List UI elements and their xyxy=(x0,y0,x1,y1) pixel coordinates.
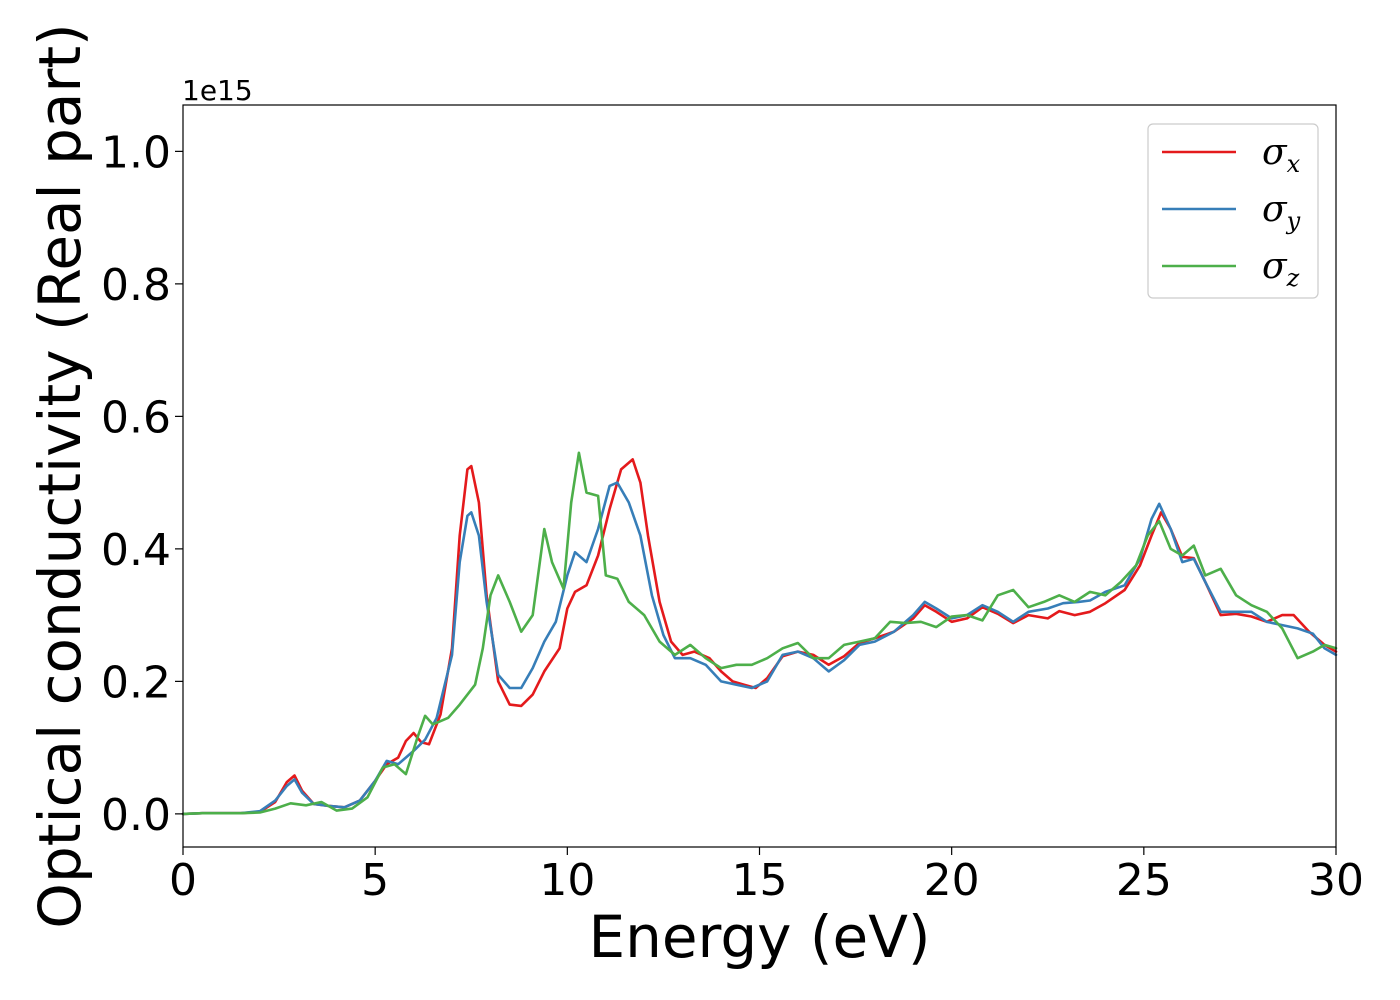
x-tick-label: 10 xyxy=(539,855,595,906)
y-tick-label: 0.4 xyxy=(101,525,171,576)
y-tick-label: 0.8 xyxy=(101,260,171,311)
series-line-z xyxy=(181,451,1338,816)
x-tick-label: 30 xyxy=(1308,855,1364,906)
x-tick-label: 0 xyxy=(169,855,197,906)
series-lines xyxy=(181,451,1338,816)
y-tick-label: 0.0 xyxy=(101,790,171,841)
x-tick-label: 25 xyxy=(1116,855,1172,906)
x-tick-label: 20 xyxy=(924,855,980,906)
y-tick-label: 0.2 xyxy=(101,657,171,708)
y-axis-ticks: 0.0 0.2 0.4 0.6 0.8 1.0 xyxy=(101,127,183,841)
x-tick-label: 15 xyxy=(732,855,788,906)
series-line-y xyxy=(181,481,1338,816)
x-axis-ticks: 0 5 10 15 20 25 30 xyxy=(169,847,1364,906)
legend-box xyxy=(1147,123,1319,299)
series-line-x xyxy=(181,458,1338,816)
y-axis-title: Optical conductivity (Real part) xyxy=(26,23,94,928)
x-tick-label: 5 xyxy=(361,855,389,906)
y-tick-label: 0.6 xyxy=(101,392,171,443)
y-tick-label: 1.0 xyxy=(101,127,171,178)
x-axis-title: Energy (eV) xyxy=(588,903,930,971)
y-offset-label: 1e15 xyxy=(182,74,253,107)
plot-area xyxy=(183,105,1336,847)
